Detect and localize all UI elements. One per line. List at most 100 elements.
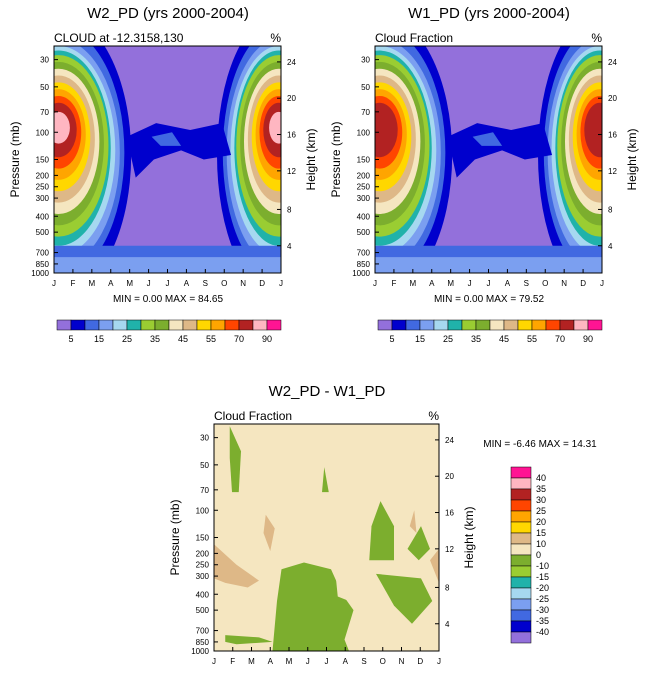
x-tick-label: J: [147, 279, 151, 288]
y-tick-label: 250: [196, 561, 210, 570]
x-tick-label: S: [524, 279, 529, 288]
x-tick-label: D: [580, 279, 586, 288]
colorbar-swatch: [573, 319, 589, 331]
y-tick-label: 1000: [191, 647, 209, 656]
colorbar-label: 5: [389, 334, 394, 344]
y-tick-label: 700: [196, 627, 210, 636]
colorbar-label: -30: [536, 605, 549, 615]
colorbar-swatch: [531, 319, 547, 331]
y2-tick-label: 20: [445, 472, 454, 481]
colorbar-swatch: [510, 565, 532, 578]
colorbar-swatch: [475, 319, 491, 331]
x-tick-label: A: [184, 279, 190, 288]
contour-fill-group: [214, 424, 439, 651]
contour-band: [269, 111, 281, 144]
colorbar-swatch: [126, 319, 142, 331]
contour-band: [335, 573, 354, 602]
colorbar-swatch: [168, 319, 184, 331]
y-tick-label: 300: [357, 194, 371, 203]
min-max-stats: MIN = -6.46 MAX = 14.31: [483, 439, 597, 450]
y-tick-label: 500: [36, 228, 50, 237]
colorbar-swatch: [510, 620, 532, 633]
colorbar-label: 45: [178, 334, 188, 344]
colorbar-label: 30: [536, 495, 546, 505]
y-tick-label: 250: [36, 183, 50, 192]
colorbar-swatch: [510, 631, 532, 644]
colorbar-swatch: [510, 576, 532, 589]
y-tick-label: 850: [357, 260, 371, 269]
colorbar-swatch: [510, 609, 532, 622]
y-tick-label: 30: [361, 56, 370, 65]
x-tick-label: J: [212, 657, 216, 666]
colorbar-swatch: [266, 319, 282, 331]
y-tick-label: 70: [361, 108, 370, 117]
x-tick-label: J: [325, 657, 329, 666]
x-tick-label: A: [268, 657, 274, 666]
colorbar-label: -20: [536, 583, 549, 593]
chart-title: W2_PD - W1_PD: [269, 383, 386, 400]
colorbar-swatch: [503, 319, 519, 331]
colorbar-swatch: [252, 319, 268, 331]
colorbar-label: 70: [555, 334, 565, 344]
y-tick-label: 70: [40, 108, 49, 117]
x-tick-label: O: [221, 279, 227, 288]
y-tick-label: 30: [40, 56, 49, 65]
colorbar-swatch: [510, 488, 532, 501]
y2-axis-label: Height (km): [625, 128, 639, 190]
contour-fill-group: [54, 46, 281, 273]
x-tick-label: D: [417, 657, 423, 666]
contour-band: [229, 426, 241, 493]
x-tick-label: J: [373, 279, 377, 288]
contour-band: [472, 132, 503, 146]
colorbar-swatch: [489, 319, 505, 331]
colorbar-label: 10: [536, 539, 546, 549]
x-tick-label: N: [399, 657, 405, 666]
y2-axis-label: Height (km): [462, 506, 476, 568]
colorbar-label: 25: [443, 334, 453, 344]
contour-band: [430, 548, 439, 583]
colorbar-label: 55: [206, 334, 216, 344]
x-tick-label: A: [429, 279, 435, 288]
colorbar-swatch: [510, 554, 532, 567]
contour-band: [322, 467, 329, 493]
colorbar-swatch: [510, 477, 532, 490]
y-tick-label: 850: [36, 260, 50, 269]
colorbar-swatch: [587, 319, 603, 331]
x-tick-label: F: [230, 657, 235, 666]
x-tick-label: J: [487, 279, 491, 288]
colorbar-swatch: [510, 466, 532, 479]
x-tick-label: O: [542, 279, 548, 288]
x-tick-label: M: [126, 279, 133, 288]
y2-tick-label: 12: [287, 167, 296, 176]
contour-fill-group: [375, 46, 602, 273]
contour-band: [369, 501, 394, 561]
colorbar-swatch: [224, 319, 240, 331]
x-tick-label: M: [447, 279, 454, 288]
colorbar-swatch: [433, 319, 449, 331]
y-tick-label: 1000: [352, 269, 370, 278]
colorbar-swatch: [545, 319, 561, 331]
y2-tick-label: 8: [608, 205, 613, 214]
colorbar-label: 45: [499, 334, 509, 344]
x-tick-label: D: [259, 279, 265, 288]
colorbar-label: 15: [94, 334, 104, 344]
min-max-stats: MIN = 0.00 MAX = 79.52: [434, 294, 544, 305]
y-tick-label: 200: [36, 171, 50, 180]
colorbar-swatch: [510, 598, 532, 611]
y2-tick-label: 8: [287, 205, 292, 214]
x-tick-label: J: [468, 279, 472, 288]
contour-band: [151, 132, 182, 146]
subtitle-left: Cloud Fraction: [375, 31, 453, 45]
y2-tick-label: 4: [608, 242, 613, 251]
y2-tick-label: 24: [287, 58, 296, 67]
y-tick-label: 100: [196, 506, 210, 515]
contour-band: [272, 562, 354, 651]
y-tick-label: 150: [36, 156, 50, 165]
y2-tick-label: 20: [608, 94, 617, 103]
subtitle-right: %: [270, 31, 281, 45]
colorbar-label: 35: [471, 334, 481, 344]
colorbar-label: 90: [583, 334, 593, 344]
colorbar-swatch: [196, 319, 212, 331]
chart-title: W1_PD (yrs 2000-2004): [408, 5, 570, 22]
